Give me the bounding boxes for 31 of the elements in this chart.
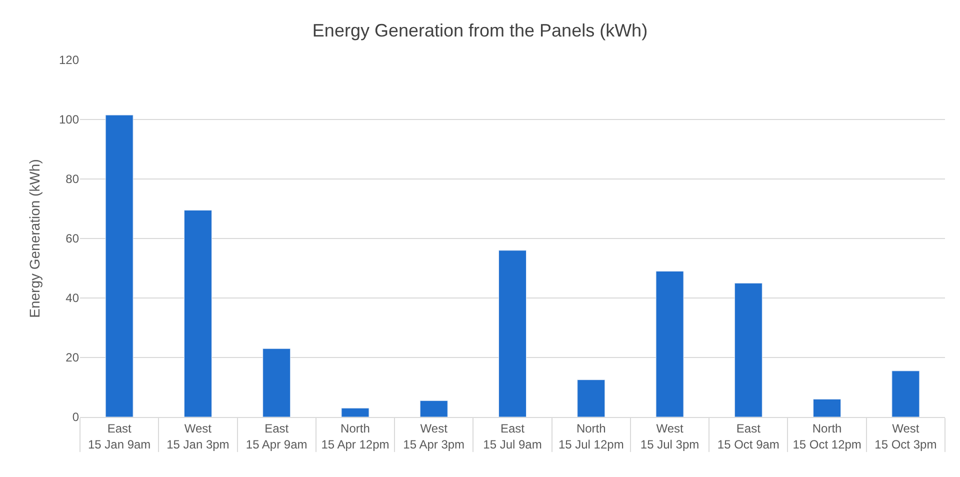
y-tick-label: 100 [58,112,80,127]
bar [892,370,920,417]
y-tick-label: 120 [58,53,80,68]
category-label: East 15 Apr 9am [246,421,308,452]
bar [734,282,762,417]
bar [184,210,212,417]
y-tick-label: 0 [72,410,80,424]
category-label: West 15 Jan 3pm [166,421,230,452]
bar [262,348,291,417]
y-tick-label: 20 [66,350,80,365]
category-label: East 15 Jul 9am [483,421,542,452]
y-tick-label: 60 [66,232,80,246]
bar [105,114,134,417]
category-label: West 15 Apr 3pm [403,421,465,452]
category-label: North 15 Jul 12pm [558,421,624,452]
bar [813,398,842,417]
bar [656,270,684,417]
y-axis-title: Energy Generation (kWh) [26,159,43,318]
bar [498,250,527,417]
y-tick-label: 40 [66,291,80,306]
category-label: East 15 Oct 9am [717,421,780,452]
category-label: North 15 Oct 12pm [792,421,862,452]
bar [577,380,606,417]
chart-title: Energy Generation from the Panels (kWh) [312,20,648,40]
bar [341,408,370,417]
bar [420,400,448,417]
category-label: East 15 Jan 9am [88,421,151,452]
category-label: West 15 Jul 3pm [640,421,700,452]
y-tick-label: 80 [66,172,80,186]
category-label: West 15 Oct 3pm [874,421,937,452]
category-label: North 15 Apr 12pm [321,421,390,452]
